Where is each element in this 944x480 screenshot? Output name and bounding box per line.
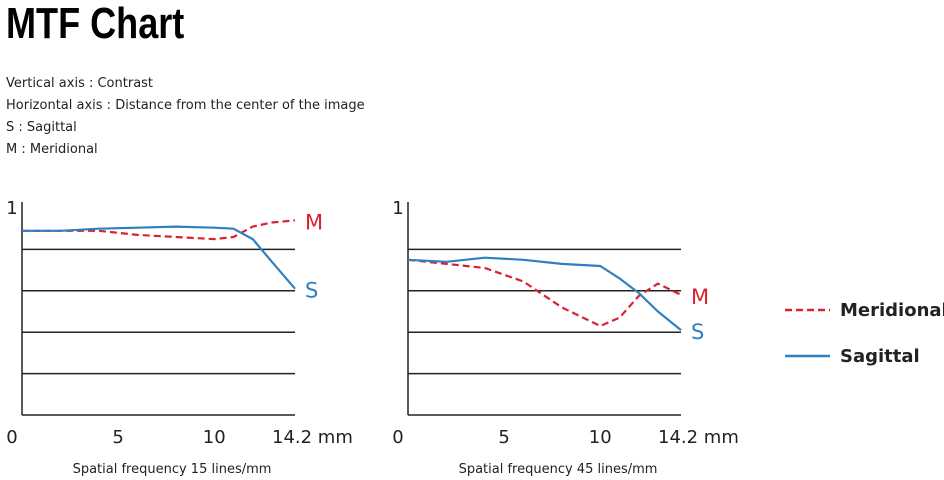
x-tick-label: 14.2 mm	[658, 427, 739, 448]
x-tick-label: 0	[392, 427, 403, 448]
y-tick-label: 1	[6, 198, 17, 219]
x-axis-caption: Spatial frequency 15 lines/mm	[73, 462, 272, 477]
x-tick-label: 14.2 mm	[272, 427, 353, 448]
series-end-label: M	[305, 210, 323, 234]
note: Vertical axis : Contrast	[6, 76, 153, 91]
legend-label: Sagittal	[840, 346, 920, 367]
x-tick-label: 10	[589, 427, 612, 448]
x-axis-caption: Spatial frequency 45 lines/mm	[459, 462, 658, 477]
legend-label: Meridional	[840, 300, 944, 321]
series-end-label: S	[305, 279, 318, 303]
note: S : Sagittal	[6, 120, 77, 135]
series-end-label: M	[691, 285, 709, 309]
x-tick-label: 5	[498, 427, 509, 448]
note: Horizontal axis : Distance from the cent…	[6, 98, 365, 113]
x-tick-label: 10	[203, 427, 226, 448]
note: M : Meridional	[6, 142, 98, 157]
series-line	[22, 225, 296, 290]
x-tick-label: 5	[112, 427, 123, 448]
x-tick-label: 0	[6, 427, 17, 448]
series-line	[407, 256, 682, 331]
y-tick-label: 1	[392, 198, 403, 219]
page-title: MTF Chart	[6, 0, 184, 48]
series-line	[407, 258, 682, 328]
series-end-label: S	[691, 320, 704, 344]
